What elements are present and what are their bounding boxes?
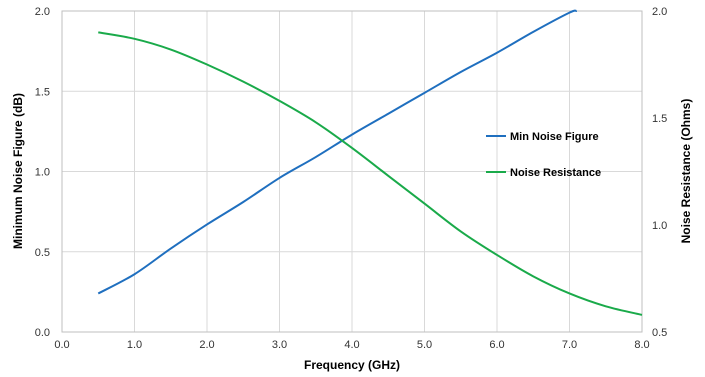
right-y-tick-label: 1.0 (652, 220, 667, 232)
x-tick-label: 7.0 (562, 339, 577, 351)
right-y-axis-title: Noise Resistance (Ohms) (679, 99, 693, 244)
x-tick-label: 3.0 (272, 339, 287, 351)
x-axis-ticks: 0.0 1.0 2.0 3.0 4.0 5.0 6.0 7.0 8.0 (54, 339, 649, 351)
left-y-tick-label: 2.0 (35, 6, 50, 18)
left-y-tick-label: 1.0 (35, 167, 50, 179)
x-axis-title: Frequency (GHz) (304, 358, 400, 372)
legend: Min Noise Figure Noise Resistance (486, 131, 601, 179)
plot-area-frame (61, 10, 643, 333)
legend-label-min-noise-figure: Min Noise Figure (510, 131, 599, 143)
left-y-tick-label: 0.0 (35, 327, 50, 339)
right-y-tick-label: 1.5 (652, 113, 667, 125)
x-tick-label: 5.0 (417, 339, 432, 351)
right-y-axis-ticks: 0.5 1.0 1.5 2.0 (652, 6, 667, 339)
left-y-axis-ticks: 0.0 0.5 1.0 1.5 2.0 (35, 6, 50, 339)
right-y-tick-label: 2.0 (652, 6, 667, 18)
series-line-min-noise-figure (97, 9, 577, 295)
left-y-axis-title: Minimum Noise Figure (dB) (11, 93, 25, 249)
left-y-tick-label: 1.5 (35, 86, 50, 98)
x-tick-label: 2.0 (199, 339, 214, 351)
x-tick-label: 8.0 (634, 339, 649, 351)
x-tick-label: 6.0 (489, 339, 504, 351)
series-line-noise-resistance (98, 31, 643, 316)
x-tick-label: 0.0 (54, 339, 69, 351)
legend-label-noise-resistance: Noise Resistance (510, 167, 601, 179)
left-y-tick-label: 0.5 (35, 247, 50, 259)
x-tick-label: 1.0 (127, 339, 142, 351)
series-group (97, 9, 643, 316)
right-y-tick-label: 0.5 (652, 327, 667, 339)
x-tick-label: 4.0 (344, 339, 359, 351)
